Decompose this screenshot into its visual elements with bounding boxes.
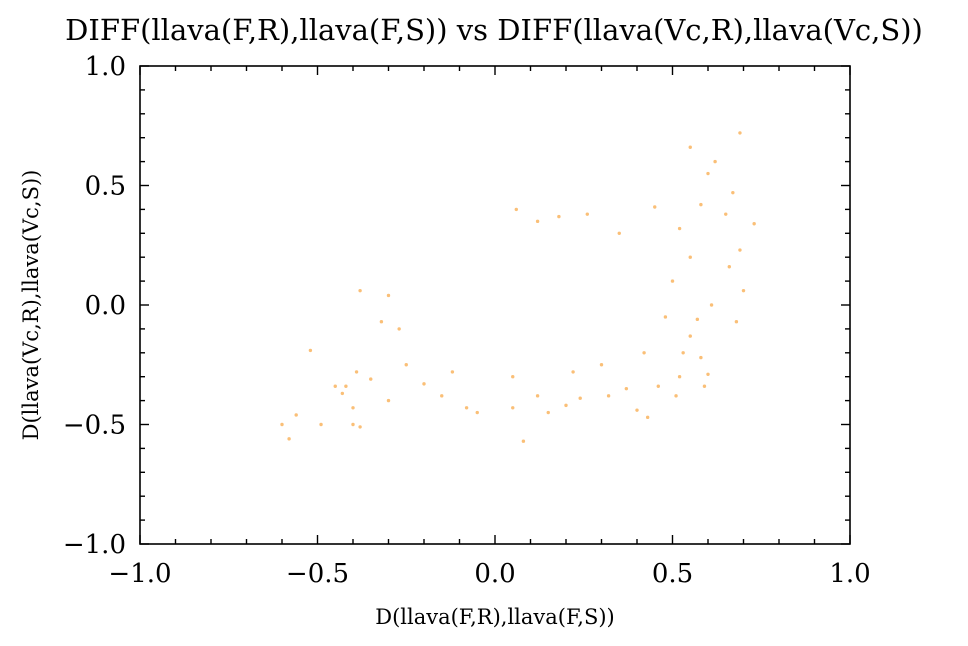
x-tick-label: −0.5	[286, 559, 349, 589]
scatter-point	[521, 439, 526, 443]
scatter-point	[557, 214, 561, 219]
scatter-point	[358, 425, 362, 429]
x-tick-label: −1.0	[108, 559, 171, 589]
scatter-point	[738, 248, 742, 252]
scatter-point	[287, 437, 291, 441]
scatter-point	[724, 212, 728, 216]
scatter-point	[731, 190, 735, 195]
scatter-point	[511, 375, 515, 379]
scatter-point	[617, 231, 621, 235]
scatter-point	[351, 422, 355, 427]
x-tick-labels: −1.0 −0.5 0.0 0.5 1.0	[108, 559, 870, 589]
scatter-point	[386, 398, 391, 403]
scatter-point	[511, 406, 515, 410]
y-tick-label: 1.0	[85, 52, 126, 82]
scatter-point	[695, 317, 700, 322]
scatter-point	[635, 408, 639, 412]
scatter-point	[333, 384, 337, 388]
scatter-point	[369, 377, 373, 381]
scatter-point	[713, 159, 717, 164]
scatter-point	[653, 205, 657, 209]
scatter-point	[699, 202, 703, 207]
scatter-point	[734, 320, 739, 324]
scatter-point	[397, 327, 401, 331]
y-tick-label: −1.0	[63, 530, 126, 560]
scatter-point	[379, 320, 384, 324]
scatter-point	[535, 394, 540, 398]
points-layer	[280, 131, 756, 443]
scatter-point	[535, 219, 540, 224]
scatter-point	[706, 372, 710, 377]
scatter-point	[450, 370, 455, 374]
y-tick-label: 0.5	[85, 172, 126, 202]
scatter-point	[624, 386, 629, 391]
scatter-point	[280, 422, 284, 427]
scatter-point	[727, 265, 731, 269]
scatter-point	[681, 351, 685, 355]
y-tick-label: 0.0	[85, 291, 126, 321]
scatter-point	[546, 410, 550, 415]
scatter-point	[670, 279, 675, 283]
scatter-point	[585, 212, 589, 216]
scatter-point	[440, 394, 444, 398]
scatter-point	[677, 226, 682, 231]
x-tick-label: 1.0	[829, 559, 870, 589]
scatter-point	[741, 288, 746, 293]
scatter-point	[645, 415, 650, 420]
scatter-point	[571, 370, 575, 374]
chart-title: DIFF(llava(F,R),llava(F,S)) vs DIFF(llav…	[65, 13, 923, 47]
scatter-point	[340, 391, 345, 396]
scatter-point	[564, 403, 568, 408]
scatter-point	[702, 384, 707, 388]
scatter-point	[294, 413, 298, 417]
scatter-point	[386, 293, 391, 298]
scatter-point	[308, 348, 313, 353]
scatter-point	[706, 171, 710, 176]
ticks-layer	[139, 65, 851, 545]
scatter-point	[699, 355, 703, 360]
scatter-point	[688, 334, 692, 338]
scatter-point	[688, 145, 692, 149]
scatter-point	[344, 384, 348, 388]
scatter-point	[642, 351, 646, 355]
x-tick-label: 0.5	[652, 559, 693, 589]
y-axis-label: D(llava(Vc,R),llava(Vc,S))	[19, 170, 43, 441]
scatter-point	[475, 410, 479, 415]
scatter-point	[422, 382, 426, 386]
scatter-point	[752, 222, 756, 226]
x-axis-label: D(llava(F,R),llava(F,S))	[375, 605, 615, 629]
y-tick-labels: −1.0 −0.5 0.0 0.5 1.0	[63, 52, 126, 560]
x-tick-label: 0.0	[474, 559, 515, 589]
scatter-point	[404, 363, 408, 367]
y-tick-label: −0.5	[63, 411, 126, 441]
scatter-point	[599, 363, 604, 367]
scatter-point	[319, 422, 323, 427]
scatter-point	[606, 394, 611, 398]
scatter-point	[514, 207, 518, 212]
scatter-point	[464, 406, 469, 410]
scatter-point	[351, 406, 355, 410]
scatter-point	[663, 315, 668, 319]
scatter-point	[709, 303, 714, 307]
scatter-point	[358, 288, 362, 293]
scatter-point	[578, 396, 582, 400]
scatter-point	[354, 370, 359, 374]
scatter-point	[677, 375, 682, 379]
scatter-point	[688, 255, 692, 259]
scatter-point	[738, 131, 742, 135]
scatter-point	[656, 384, 660, 388]
plot-frame	[139, 65, 851, 545]
scatter-point	[674, 394, 678, 398]
